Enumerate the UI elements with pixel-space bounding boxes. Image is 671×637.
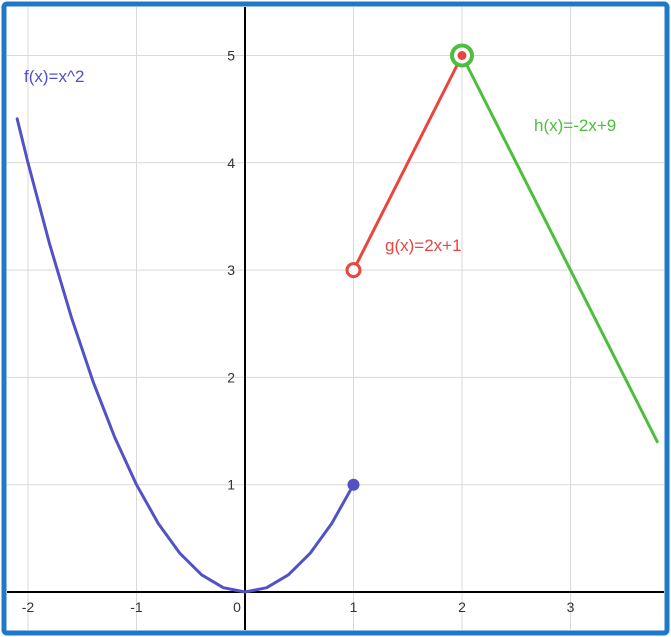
y-tick-label: 5	[227, 48, 235, 64]
closed-point-g	[457, 51, 467, 60]
grid	[7, 7, 664, 630]
y-tick-labels: 1 2 3 4 5	[227, 48, 235, 493]
function-labels: f(x)=x^2 g(x)=2x+1 h(x)=-2x+9	[24, 67, 616, 255]
series-label-h: h(x)=-2x+9	[534, 116, 616, 135]
x-tick-label: 3	[567, 599, 575, 615]
closed-point-f	[347, 478, 360, 491]
endpoint-markers	[345, 43, 474, 491]
series-label-f: f(x)=x^2	[24, 67, 84, 86]
x-tick-label: -2	[22, 599, 35, 615]
open-point-g	[345, 262, 362, 279]
series-label-g: g(x)=2x+1	[385, 236, 462, 255]
series-lines	[15, 54, 659, 594]
y-tick-label: 1	[227, 477, 235, 493]
y-tick-label: 3	[227, 262, 235, 278]
x-tick-labels: -2 -1 0 1 2 3	[22, 599, 575, 615]
series-line-g	[352, 54, 464, 272]
x-tick-label: 0	[233, 599, 241, 615]
y-tick-label: 2	[227, 369, 235, 385]
x-tick-label: 2	[458, 599, 466, 615]
x-tick-label: 1	[350, 599, 358, 615]
axes	[7, 7, 664, 630]
y-tick-label: 4	[227, 155, 235, 171]
series-line-f	[15, 117, 355, 594]
x-tick-label: -1	[130, 599, 143, 615]
series-line-h	[460, 54, 659, 444]
